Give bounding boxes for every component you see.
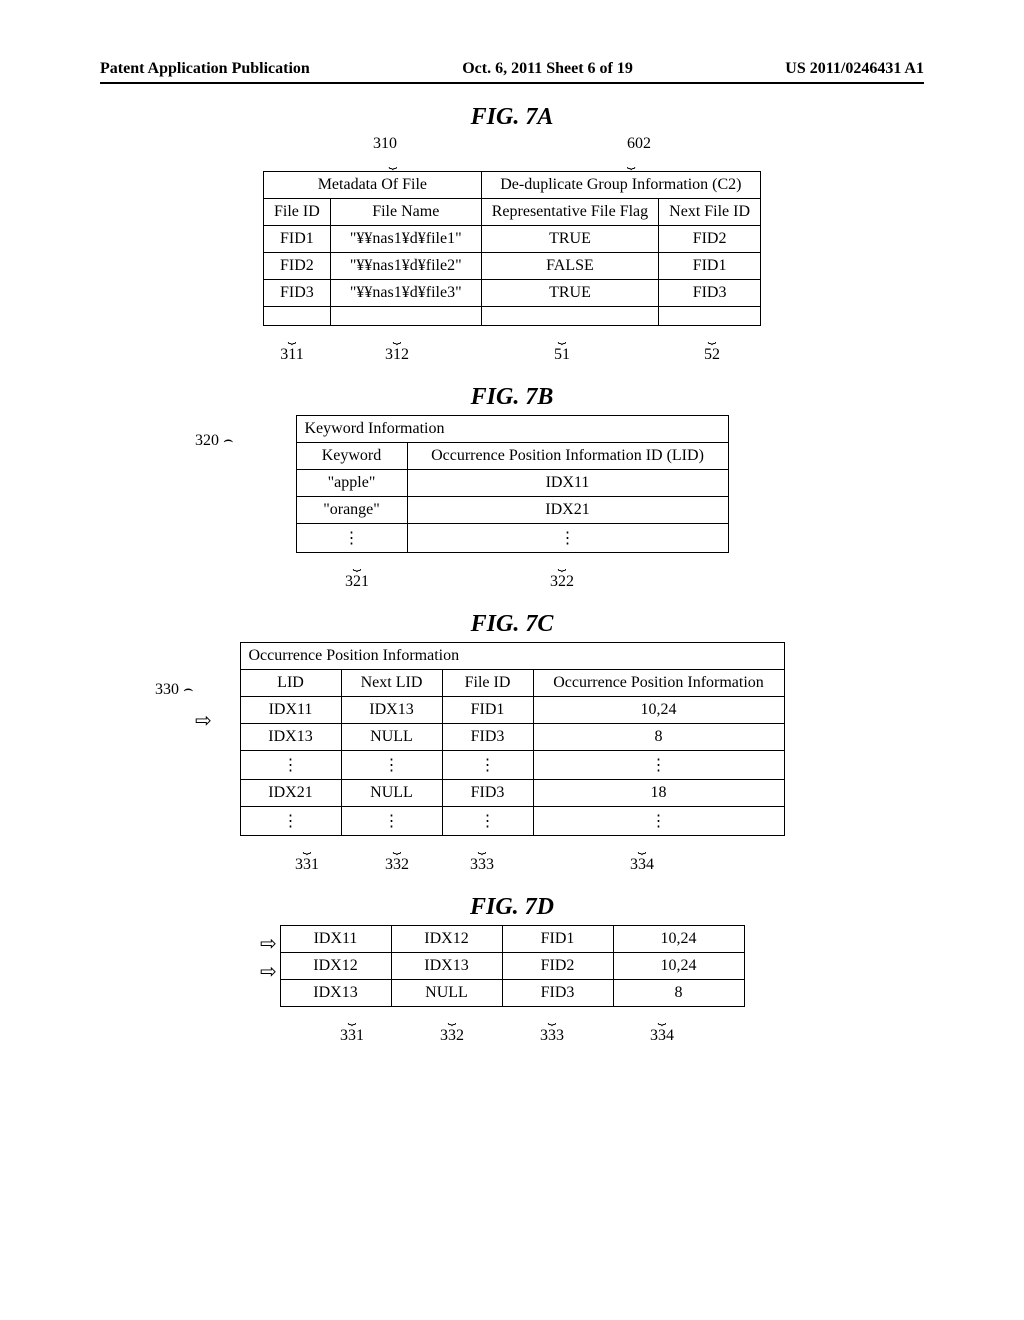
table-7c: Occurrence Position Information LID Next… (240, 642, 785, 836)
col-next-lid: Next LID (341, 670, 442, 697)
arrow-icon: ⇨ (195, 711, 212, 731)
annot-331: ⏟331 (302, 1009, 402, 1045)
fig-7c-title: FIG. 7C (100, 611, 924, 638)
col-keyword: Keyword (296, 443, 407, 470)
header-right: US 2011/0246431 A1 (785, 60, 924, 78)
table-7a: Metadata Of File De-duplicate Group Info… (263, 171, 761, 326)
annot-332: ⏟332 (402, 1009, 502, 1045)
annot-322: ⏟322 (407, 555, 717, 591)
col-rep-flag: Representative File Flag (481, 199, 658, 226)
vdots-icon: ⋮ (407, 524, 728, 553)
arrow-icon: ⇨ (260, 934, 277, 954)
col-file-id: File ID (263, 199, 330, 226)
annotations-7a: ⏟311 ⏟312 ⏟51 ⏟52 (100, 328, 924, 364)
figure-7b: FIG. 7B 320 ⌢ Keyword Information Keywor… (100, 384, 924, 591)
annot-311: ⏟311 (257, 328, 327, 364)
col-occurrence: Occurrence Position Information (533, 670, 784, 697)
table-row (263, 307, 760, 326)
table-row: IDX11 IDX12 FID1 10,24 (280, 926, 744, 953)
table-7d: IDX11 IDX12 FID1 10,24 IDX12 IDX13 FID2 … (280, 925, 745, 1007)
col-lid: Occurrence Position Information ID (LID) (407, 443, 728, 470)
fig-7a-title: FIG. 7A (100, 104, 924, 131)
vdots-icon: ⋮ (240, 751, 341, 780)
annot-52: ⏟52 (657, 328, 767, 364)
fig-7d-title: FIG. 7D (100, 894, 924, 921)
table-row: FID1 "¥¥nas1¥d¥file1" TRUE FID2 (263, 226, 760, 253)
heading-keyword-info: Keyword Information (296, 416, 728, 443)
annot-332: ⏟332 (352, 838, 442, 874)
vdots-icon: ⋮ (341, 807, 442, 836)
table-row: ⋮ ⋮ ⋮ ⋮ (240, 751, 784, 780)
table-row: IDX13 NULL FID3 8 (280, 980, 744, 1007)
vdots-icon: ⋮ (296, 524, 407, 553)
table-row: IDX12 IDX13 FID2 10,24 (280, 953, 744, 980)
vdots-icon: ⋮ (442, 807, 533, 836)
annot-51: ⏟51 (467, 328, 657, 364)
brace-icon: ⏟ (389, 155, 397, 171)
annot-331: ⏟331 (262, 838, 352, 874)
figure-7d: FIG. 7D ⇨ ⇨ IDX11 IDX12 FID1 10,24 IDX12… (100, 894, 924, 1045)
col-file-name: File Name (330, 199, 481, 226)
annotations-7c: ⏟331 ⏟332 ⏟333 ⏟334 (100, 838, 924, 874)
annot-312: ⏟312 (327, 328, 467, 364)
annotations-7d: ⏟331 ⏟332 ⏟333 ⏟334 (100, 1009, 924, 1045)
table-row: IDX13 NULL FID3 8 (240, 724, 784, 751)
table-row: "apple" IDX11 (296, 470, 728, 497)
vdots-icon: ⋮ (442, 751, 533, 780)
figure-7c: FIG. 7C 330 ⌢ ⇨ Occurrence Position Info… (100, 611, 924, 874)
col-next-file-id: Next File ID (659, 199, 761, 226)
col-file-id: File ID (442, 670, 533, 697)
header-mid: Oct. 6, 2011 Sheet 6 of 19 (462, 60, 633, 78)
table-row: ⋮ ⋮ ⋮ ⋮ (240, 807, 784, 836)
vdots-icon: ⋮ (533, 751, 784, 780)
table-row: "orange" IDX21 (296, 497, 728, 524)
annot-333: ⏟333 (502, 1009, 602, 1045)
arrow-icon: ⇨ (260, 962, 277, 982)
annot-334: ⏟334 (522, 838, 762, 874)
table-row: IDX21 NULL FID3 18 (240, 780, 784, 807)
page-header: Patent Application Publication Oct. 6, 2… (100, 60, 924, 84)
figure-7a: FIG. 7A 310 602 ⏟ ⏟ Metadata Of File De-… (100, 104, 924, 364)
callout-320: 320 ⌢ (195, 432, 234, 450)
brace-icon: ⏟ (627, 155, 635, 171)
table-row: ⋮ ⋮ (296, 524, 728, 553)
annot-334: ⏟334 (602, 1009, 722, 1045)
callout-602: 602 (627, 135, 651, 153)
table-row: IDX11 IDX13 FID1 10,24 (240, 697, 784, 724)
vdots-icon: ⋮ (341, 751, 442, 780)
annot-321: ⏟321 (307, 555, 407, 591)
table-7b: Keyword Information Keyword Occurrence P… (296, 415, 729, 553)
callout-330: 330 ⌢ (155, 681, 194, 699)
header-left: Patent Application Publication (100, 60, 310, 78)
fig-7b-title: FIG. 7B (100, 384, 924, 411)
annot-333: ⏟333 (442, 838, 522, 874)
table-row: FID3 "¥¥nas1¥d¥file3" TRUE FID3 (263, 280, 760, 307)
heading-occurrence: Occurrence Position Information (240, 643, 784, 670)
group-header-dedup: De-duplicate Group Information (C2) (481, 172, 760, 199)
annotations-7b: ⏟321 ⏟322 (100, 555, 924, 591)
vdots-icon: ⋮ (533, 807, 784, 836)
col-lid: LID (240, 670, 341, 697)
callout-310: 310 (373, 135, 397, 153)
vdots-icon: ⋮ (240, 807, 341, 836)
table-row: FID2 "¥¥nas1¥d¥file2" FALSE FID1 (263, 253, 760, 280)
group-header-metadata: Metadata Of File (263, 172, 481, 199)
